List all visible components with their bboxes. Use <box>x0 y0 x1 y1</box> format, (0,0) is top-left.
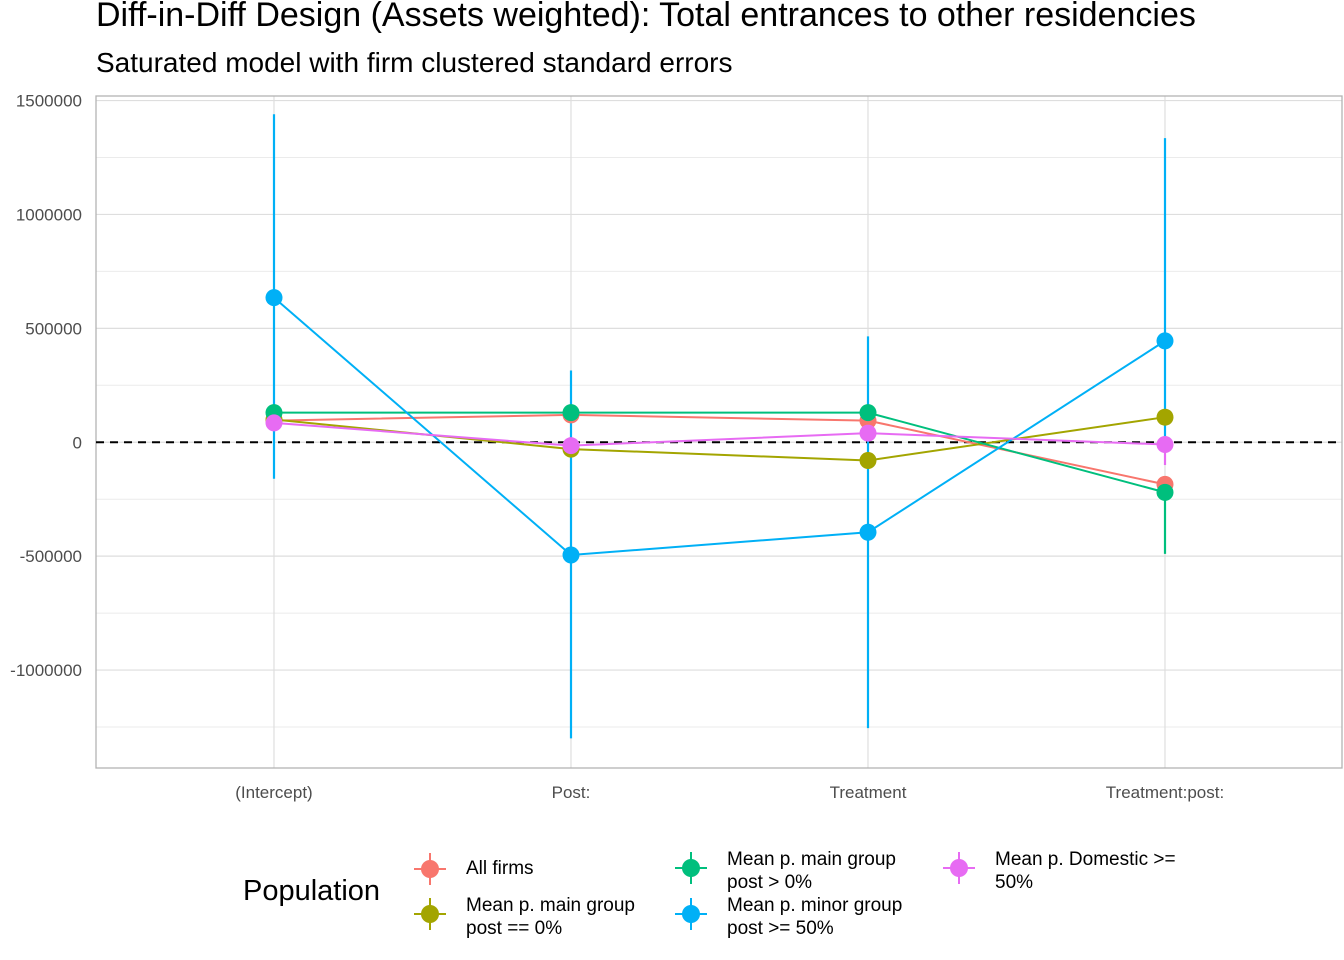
y-tick-label: -500000 <box>20 547 82 566</box>
legend-label: Mean p. main group post == 0% <box>466 895 635 939</box>
y-tick-label: 500000 <box>25 319 82 338</box>
chart-subtitle: Saturated model with firm clustered stan… <box>96 47 733 78</box>
data-point <box>562 404 580 422</box>
legend-key-point <box>950 859 968 877</box>
legend-item-domestic: Mean p. Domestic >= 50% <box>939 848 1176 894</box>
legend-item-main-group-zero: Mean p. main group post == 0% <box>410 894 635 940</box>
legend-key-point <box>421 905 439 923</box>
x-tick-label: (Intercept) <box>235 783 312 802</box>
data-point <box>562 546 580 564</box>
legend-item-main-group-positive: Mean p. main group post > 0% <box>671 848 896 894</box>
legend-item-all-firms: All firms <box>410 849 534 889</box>
panel-border <box>95 95 1343 769</box>
x-tick-label: Post: <box>552 783 591 802</box>
data-point <box>265 289 283 307</box>
data-point <box>859 404 877 422</box>
legend-title: Population <box>243 875 381 907</box>
chart-title: Diff-in-Diff Design (Assets weighted): T… <box>96 0 1196 34</box>
legend-key <box>675 852 707 884</box>
data-point <box>1156 483 1174 501</box>
data-point <box>1156 408 1174 426</box>
data-point <box>562 437 580 455</box>
legend-label: Mean p. main group post > 0% <box>727 849 896 893</box>
legend-key-point <box>682 905 700 923</box>
data-point <box>1156 332 1174 350</box>
series-line <box>273 296 1166 557</box>
series-line <box>274 411 1166 494</box>
y-tick-label: -1000000 <box>10 661 82 680</box>
data-point <box>265 414 283 432</box>
legend-label: Mean p. Domestic >= 50% <box>995 849 1176 893</box>
legend-label: Mean p. minor group post >= 50% <box>727 895 903 939</box>
legend-key <box>414 853 446 885</box>
legend-key <box>675 898 707 930</box>
legend-key-point <box>421 860 439 878</box>
legend-key <box>943 852 975 884</box>
data-point <box>1156 436 1174 454</box>
legend-key <box>414 898 446 930</box>
y-tick-label: 0 <box>73 433 82 452</box>
series-line <box>273 413 1166 486</box>
x-tick-label: Treatment <box>830 783 907 802</box>
legend-label: All firms <box>466 858 534 879</box>
y-tick-label: 1500000 <box>16 92 82 111</box>
data-point <box>859 451 877 469</box>
x-tick-label: Treatment:post: <box>1106 783 1224 802</box>
data-point <box>859 424 877 442</box>
plot-area: 1500000 1000000 500000 0 -500000 -1000000 (Int… <box>10 92 1343 802</box>
legend-item-minor-group: Mean p. minor group post >= 50% <box>671 894 902 940</box>
y-tick-label: 1000000 <box>16 205 82 224</box>
data-point <box>859 523 877 541</box>
series-line <box>273 421 1166 447</box>
legend-key-point <box>682 859 700 877</box>
